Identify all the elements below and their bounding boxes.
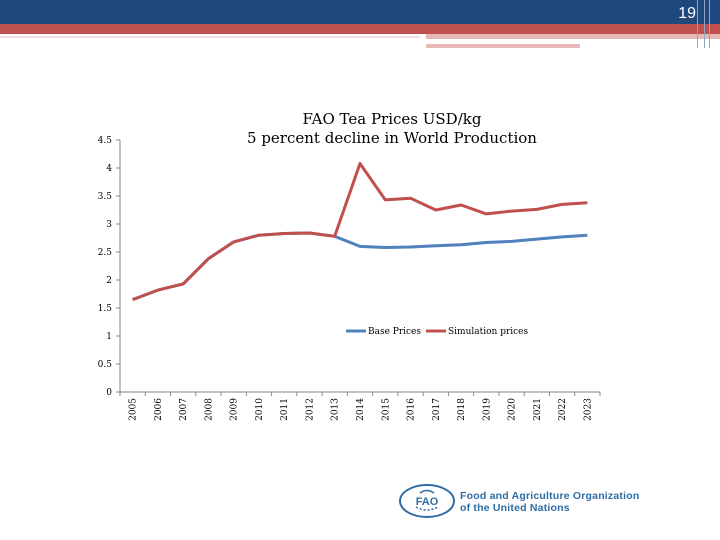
x-tick-label: 2015 xyxy=(381,398,391,421)
fao-logo: FAO xyxy=(399,484,455,518)
header-accent-bar xyxy=(0,24,720,34)
y-tick-label: 0.5 xyxy=(98,360,113,370)
page-number: 19 xyxy=(678,5,696,22)
y-tick-label: 2 xyxy=(106,276,112,286)
chart-subtitle: 5 percent decline in World Production xyxy=(247,129,537,147)
fao-organization-name: Food and Agriculture Organization of the… xyxy=(460,490,639,514)
legend-label: Simulation prices xyxy=(448,327,528,337)
y-tick-label: 0 xyxy=(106,388,112,398)
x-tick-label: 2018 xyxy=(457,398,467,421)
y-tick-label: 1 xyxy=(106,332,112,342)
x-tick-label: 2010 xyxy=(255,398,265,421)
x-tick-label: 2006 xyxy=(154,398,164,421)
y-tick-label: 4.5 xyxy=(98,136,113,146)
fao-name-line1: Food and Agriculture Organization xyxy=(460,490,640,502)
y-tick-label: 4 xyxy=(106,164,112,174)
y-tick-label: 1.5 xyxy=(98,304,113,314)
x-tick-label: 2005 xyxy=(129,398,139,421)
x-tick-label: 2013 xyxy=(331,398,341,421)
header-thin-stripe xyxy=(0,36,420,38)
x-tick-label: 2020 xyxy=(508,398,518,421)
x-tick-label: 2009 xyxy=(230,398,240,421)
legend-label: Base Prices xyxy=(368,327,421,337)
x-tick-label: 2016 xyxy=(407,398,417,421)
x-tick-label: 2019 xyxy=(482,398,492,421)
header-divider xyxy=(704,0,705,48)
header-divider xyxy=(709,0,710,48)
series-line-simulation-prices xyxy=(132,162,588,302)
chart-title: FAO Tea Prices USD/kg xyxy=(303,110,482,128)
x-tick-label: 2012 xyxy=(305,398,315,421)
fao-name-line2: of the United Nations xyxy=(460,502,570,514)
header-bar xyxy=(0,0,720,24)
x-tick-label: 2014 xyxy=(356,398,366,421)
x-tick-label: 2023 xyxy=(583,398,593,421)
x-tick-label: 2007 xyxy=(179,398,189,421)
y-tick-label: 2.5 xyxy=(98,248,113,258)
x-tick-label: 2021 xyxy=(533,398,543,421)
header-pink-stripe-short xyxy=(426,44,580,48)
header-divider xyxy=(697,0,698,48)
x-tick-label: 2011 xyxy=(280,398,290,421)
x-tick-label: 2022 xyxy=(558,398,568,421)
x-tick-label: 2008 xyxy=(204,398,214,421)
header-pink-stripe xyxy=(426,34,720,39)
x-tick-label: 2017 xyxy=(432,398,442,421)
y-tick-label: 3.5 xyxy=(98,192,113,202)
y-tick-label: 3 xyxy=(106,220,112,230)
fao-logo-letters: FAO xyxy=(416,496,439,508)
